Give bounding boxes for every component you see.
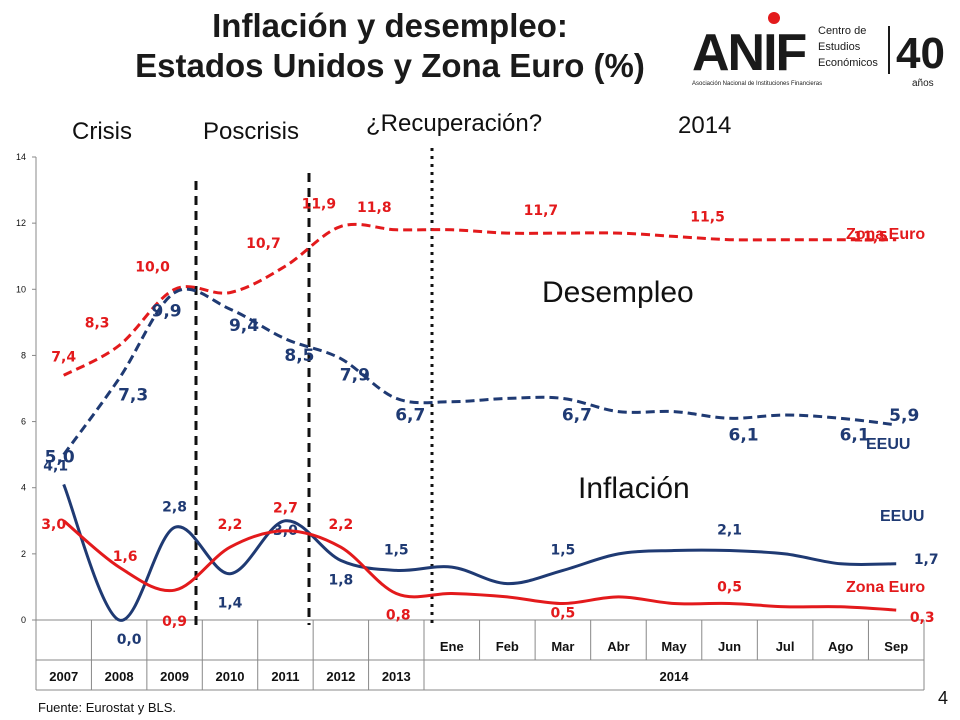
y-tick-label-8: 8 xyxy=(21,350,26,360)
data-label-inflacion-zona-euro-2013: 0,8 xyxy=(386,608,411,624)
series-label-zona-euro-inflacion: Zona Euro xyxy=(846,579,926,596)
data-label-inflacion-eeuu-jun: 2,1 xyxy=(717,523,742,539)
data-label-desempleo-zona-euro-2012: 11,9 xyxy=(302,196,337,212)
data-label-desempleo-zona-euro-mar: 11,7 xyxy=(524,203,559,219)
data-label-desempleo-eeuu-jun: 6,1 xyxy=(728,425,758,445)
data-label-desempleo-zona-euro-ago: 11,5 xyxy=(853,230,888,246)
logo-org-name: Asociación Nacional de Instituciones Fin… xyxy=(692,81,822,87)
period-label-crisis: Crisis xyxy=(72,118,132,145)
title-line-2: Estados Unidos y Zona Euro (%) xyxy=(135,47,645,84)
logo-anniversary: 40 xyxy=(896,29,945,78)
x-category-2008: 2008 xyxy=(105,669,134,684)
x-category-2012: 2012 xyxy=(326,669,355,684)
label-desempleo: Desempleo xyxy=(542,276,694,309)
series-line-inflacion-zona-euro xyxy=(62,519,897,612)
data-label-desempleo-zona-euro-2007: 7,4 xyxy=(51,349,76,365)
data-label-desempleo-eeuu-mar: 6,7 xyxy=(562,405,592,425)
data-label-inflacion-eeuu-sep: 1,7 xyxy=(914,552,939,568)
data-label-desempleo-eeuu-ago: 6,1 xyxy=(840,425,870,445)
data-label-inflacion-zona-euro-mar: 0,5 xyxy=(550,605,575,621)
data-label-inflacion-zona-euro-jun: 0,5 xyxy=(717,579,742,595)
logo-dot xyxy=(768,12,780,24)
y-tick-label-10: 10 xyxy=(16,284,26,294)
data-label-inflacion-eeuu-2010: 1,4 xyxy=(218,596,243,612)
data-label-inflacion-zona-euro-sep: 0,3 xyxy=(910,610,935,626)
series-label-eeuu-desempleo: EEUU xyxy=(866,436,911,453)
x-category-2011: 2011 xyxy=(271,669,299,684)
data-label-desempleo-eeuu-2007: 5,0 xyxy=(45,448,75,468)
data-label-inflacion-eeuu-2008: 0,0 xyxy=(117,632,142,648)
y-tick-label-2: 2 xyxy=(21,549,26,559)
data-label-desempleo-eeuu-2012: 7,9 xyxy=(340,366,370,386)
data-label-desempleo-zona-euro-jun: 11,5 xyxy=(690,210,725,226)
data-label-inflacion-zona-euro-2012: 2,2 xyxy=(328,517,353,533)
logo-center-line-1: Centro de xyxy=(818,25,866,37)
data-label-desempleo-zona-euro-2013: 11,8 xyxy=(357,200,392,216)
data-label-desempleo-eeuu-2009: 9,9 xyxy=(152,302,182,322)
series-line-desempleo-eeuu xyxy=(62,287,897,456)
logo-center-line-3: Económicos xyxy=(818,57,878,69)
logo-center-line-2: Estudios xyxy=(818,41,861,53)
data-label-desempleo-zona-euro-2011: 10,7 xyxy=(246,236,281,252)
series-line-inflacion-eeuu xyxy=(62,483,897,622)
x-category-group-2014: 2014 xyxy=(660,669,690,684)
page-number: 4 xyxy=(938,688,949,708)
y-tick-label-4: 4 xyxy=(21,483,26,493)
data-label-desempleo-eeuu-2008: 7,3 xyxy=(118,386,148,406)
data-label-inflacion-eeuu-2007: 4,1 xyxy=(43,458,68,474)
x-category-may: May xyxy=(661,639,687,654)
x-category-2007: 2007 xyxy=(49,669,78,684)
data-label-desempleo-zona-euro-2008: 8,3 xyxy=(85,316,110,332)
data-label-desempleo-eeuu-sep: 5,9 xyxy=(889,406,919,426)
data-label-desempleo-zona-euro-2009: 10,0 xyxy=(135,259,170,275)
data-label-inflacion-eeuu-mar: 1,5 xyxy=(550,542,575,558)
series-line-desempleo-zona-euro xyxy=(62,222,897,377)
data-label-inflacion-zona-euro-2010: 2,2 xyxy=(218,517,243,533)
x-category-2009: 2009 xyxy=(160,669,189,684)
chart-title: Inflación y desempleo: Estados Unidos y … xyxy=(80,6,700,86)
x-category-ago: Ago xyxy=(828,639,853,654)
x-category-feb: Feb xyxy=(496,639,519,654)
y-tick-label-12: 12 xyxy=(16,218,26,228)
series-label-zona-euro-desempleo: Zona Euro xyxy=(846,226,926,243)
x-category-jul: Jul xyxy=(776,639,795,654)
data-label-inflacion-eeuu-2013: 1,5 xyxy=(384,542,409,558)
x-category-jun: Jun xyxy=(718,639,741,654)
y-tick-label-0: 0 xyxy=(21,615,26,625)
period-label-recuperacion: ¿Recuperación? xyxy=(366,110,543,137)
data-label-inflacion-eeuu-2012: 1,8 xyxy=(328,572,353,588)
data-label-desempleo-eeuu-2011: 8,5 xyxy=(284,346,314,366)
data-label-inflacion-zona-euro-2007: 3,0 xyxy=(41,517,66,533)
x-category-mar: Mar xyxy=(551,639,574,654)
logo-separator xyxy=(888,26,890,74)
anif-logo: ANIF Asociación Nacional de Institucione… xyxy=(692,12,945,89)
x-category-ene: Ene xyxy=(440,639,464,654)
y-tick-label-14: 14 xyxy=(16,152,26,162)
y-tick-label-6: 6 xyxy=(21,417,26,427)
series-label-eeuu-inflacion: EEUU xyxy=(880,508,925,525)
x-category-sep: Sep xyxy=(884,639,908,654)
data-label-inflacion-eeuu-2009: 2,8 xyxy=(162,499,187,515)
data-label-inflacion-zona-euro-2009: 0,9 xyxy=(162,614,187,630)
source-note: Fuente: Eurostat y BLS. xyxy=(38,700,177,715)
anif-logo-mark: ANIF xyxy=(692,24,806,82)
period-label-poscrisis: Poscrisis xyxy=(203,118,300,145)
data-label-inflacion-zona-euro-2011: 2,7 xyxy=(273,501,298,517)
x-category-abr: Abr xyxy=(607,639,629,654)
data-label-inflacion-zona-euro-2008: 1,6 xyxy=(113,549,138,565)
logo-anniversary-unit: años xyxy=(912,78,934,89)
title-line-1: Inflación y desempleo: xyxy=(212,7,568,44)
label-inflacion: Inflación xyxy=(578,472,690,505)
period-label-2014: 2014 xyxy=(678,112,732,139)
x-category-2010: 2010 xyxy=(216,669,245,684)
data-label-desempleo-eeuu-2013: 6,7 xyxy=(395,405,425,425)
data-label-desempleo-eeuu-2010: 9,4 xyxy=(229,316,259,336)
x-category-2013: 2013 xyxy=(382,669,411,684)
